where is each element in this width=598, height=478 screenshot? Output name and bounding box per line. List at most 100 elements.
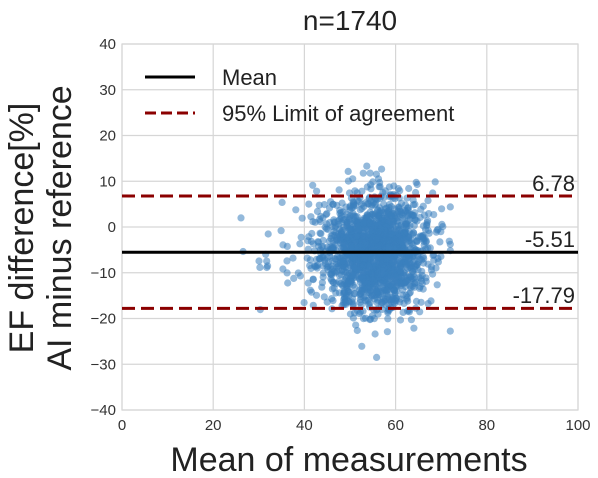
scatter-point <box>341 295 349 303</box>
scatter-point <box>336 236 344 244</box>
legend-mean-label: Mean <box>222 65 277 90</box>
x-tick-label: 80 <box>478 417 495 434</box>
scatter-point <box>418 267 426 275</box>
scatter-point <box>307 264 315 273</box>
scatter-point <box>409 201 418 209</box>
scatter-point <box>376 179 384 187</box>
scatter-point <box>382 255 390 263</box>
scatter-point <box>365 263 373 271</box>
scatter-point <box>355 218 363 226</box>
scatter-point <box>347 242 355 250</box>
x-tick-label: 0 <box>118 417 126 434</box>
scatter-point <box>323 298 331 306</box>
scatter-point <box>365 283 373 291</box>
scatter-point <box>419 202 427 210</box>
scatter-point <box>308 288 316 296</box>
scatter-point <box>368 210 377 218</box>
scatter-point <box>278 198 286 206</box>
scatter-point <box>311 218 319 226</box>
scatter-point <box>383 287 391 295</box>
scatter-point <box>304 279 312 287</box>
scatter-point <box>371 281 379 289</box>
scatter-point <box>436 238 444 246</box>
y-axis-label-line1: EF difference[%] <box>3 103 41 354</box>
scatter-point <box>298 214 306 222</box>
scatter-point <box>371 222 379 230</box>
scatter-point <box>385 183 393 191</box>
scatter-point <box>387 296 395 304</box>
scatter-point <box>361 296 369 304</box>
scatter-point <box>433 281 441 289</box>
scatter-point <box>353 326 361 335</box>
scatter-point <box>417 298 425 306</box>
scatter-point <box>349 203 358 211</box>
scatter-point <box>318 283 326 291</box>
scatter-point <box>446 203 454 211</box>
scatter-point <box>306 256 314 264</box>
scatter-point <box>351 187 359 195</box>
scatter-point <box>323 210 331 218</box>
scatter-point <box>317 212 325 220</box>
scatter-point <box>368 252 376 260</box>
scatter-point <box>374 294 382 302</box>
scatter-point <box>400 228 408 237</box>
scatter-point <box>374 310 382 318</box>
x-tick-label: 100 <box>565 417 590 434</box>
scatter-point <box>335 186 343 194</box>
x-tick-label: 60 <box>387 417 404 434</box>
scatter-point <box>352 256 360 264</box>
scatter-point <box>420 237 428 246</box>
scatter-point <box>309 240 317 248</box>
scatter-point <box>337 208 345 216</box>
scatter-point <box>292 206 300 214</box>
scatter-point <box>283 257 291 265</box>
scatter-point <box>346 280 354 288</box>
scatter-point <box>296 240 304 248</box>
legend-loa-label: 95% Limit of agreement <box>222 101 454 126</box>
scatter-point <box>399 308 407 316</box>
scatter-point <box>328 285 336 293</box>
scatter-point <box>359 315 368 323</box>
scatter-point <box>349 295 357 303</box>
scatter-point <box>356 206 364 214</box>
scatter-point <box>382 223 390 231</box>
scatter-point <box>342 300 350 308</box>
y-tick-label: −20 <box>91 311 116 328</box>
scatter-point <box>307 213 315 221</box>
scatter-point <box>372 236 380 244</box>
y-tick-label: −10 <box>91 265 116 282</box>
scatter-point <box>366 316 374 324</box>
scatter-point <box>352 321 360 329</box>
scatter-point <box>256 263 264 271</box>
scatter-point <box>346 212 354 220</box>
scatter-point <box>359 261 367 270</box>
scatter-point <box>410 324 418 332</box>
scatter-point <box>373 353 381 361</box>
scatter-point <box>407 316 415 324</box>
scatter-point <box>319 252 327 260</box>
scatter-point <box>344 167 352 175</box>
scatter-point <box>331 223 339 231</box>
scatter-point <box>361 218 369 226</box>
scatter-point <box>385 236 393 244</box>
scatter-point <box>438 205 446 213</box>
scatter-point <box>379 188 387 197</box>
scatter-point <box>366 169 374 177</box>
chart-title: n=1740 <box>303 5 397 36</box>
scatter-point <box>361 278 369 286</box>
scatter-point <box>408 211 416 219</box>
scatter-point <box>321 260 329 268</box>
scatter-point <box>412 178 420 186</box>
scatter-point <box>289 254 297 262</box>
scatter-point <box>380 236 388 244</box>
scatter-point <box>358 342 366 350</box>
scatter-point <box>297 233 305 241</box>
scatter-point <box>284 279 292 287</box>
scatter-point <box>374 242 382 250</box>
scatter-point <box>419 231 427 240</box>
scatter-point <box>418 256 426 264</box>
scatter-point <box>363 162 371 170</box>
scatter-point <box>353 232 361 240</box>
scatter-point <box>379 295 387 303</box>
